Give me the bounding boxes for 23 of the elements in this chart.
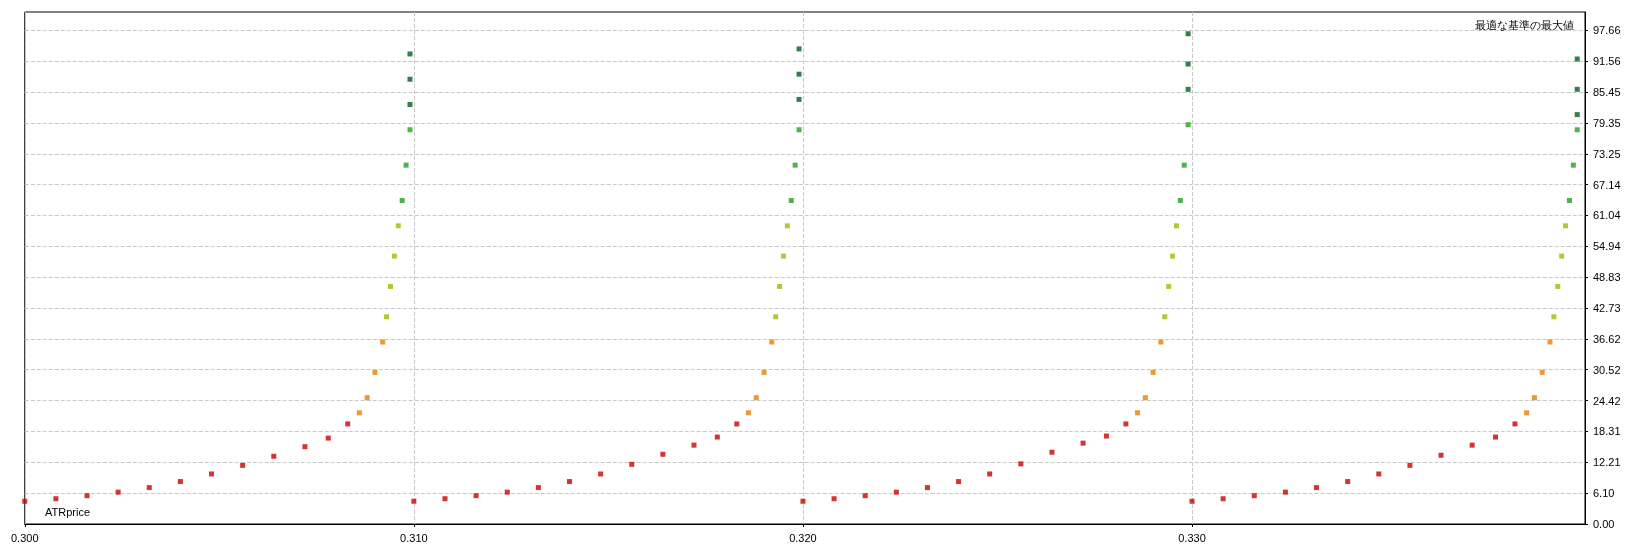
x-tick-label: 0.330 (1178, 531, 1206, 544)
y-tick-label: 18.31 (1593, 425, 1621, 438)
y-tick-label: 0.00 (1593, 518, 1615, 530)
y-tick-label: 79.35 (1593, 116, 1621, 129)
y-tick-label: 30.52 (1593, 363, 1621, 376)
y-tick-label: 48.83 (1593, 271, 1621, 284)
y-tick-label: 54.94 (1593, 240, 1621, 253)
y-tick-label: 73.25 (1593, 147, 1621, 160)
y-tick-label: 36.62 (1593, 332, 1621, 345)
y-tick-label: 6.10 (1593, 487, 1615, 500)
y-tick-label: 24.42 (1593, 394, 1621, 407)
x-tick-label: 0.320 (789, 531, 817, 544)
text: 最適な基準の最大値 (1475, 18, 1574, 31)
x-tick-label: 0.310 (400, 531, 428, 544)
y-tick-label: 85.45 (1593, 86, 1621, 99)
y-tick-label: 12.21 (1593, 456, 1621, 469)
x-axis-title: ATRprice (45, 505, 91, 518)
x-tick-label: 0.300 (11, 531, 39, 544)
y-tick-label: 97.66 (1593, 24, 1621, 37)
y-tick-label: 91.56 (1593, 55, 1621, 68)
y-tick-label: 67.14 (1593, 178, 1621, 191)
y-tick-label: 42.73 (1593, 302, 1621, 315)
y-tick-label: 61.04 (1593, 209, 1621, 222)
